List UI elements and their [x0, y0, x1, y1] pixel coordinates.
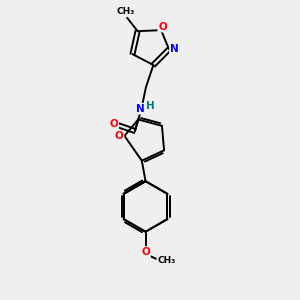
Text: CH₃: CH₃ — [157, 256, 176, 265]
Text: O: O — [110, 118, 118, 129]
Text: O: O — [115, 131, 124, 141]
Text: O: O — [141, 247, 150, 257]
Text: N: N — [170, 44, 179, 54]
Text: H: H — [146, 101, 155, 111]
Text: N: N — [136, 104, 144, 114]
Text: CH₃: CH₃ — [117, 7, 135, 16]
Text: O: O — [158, 22, 167, 32]
